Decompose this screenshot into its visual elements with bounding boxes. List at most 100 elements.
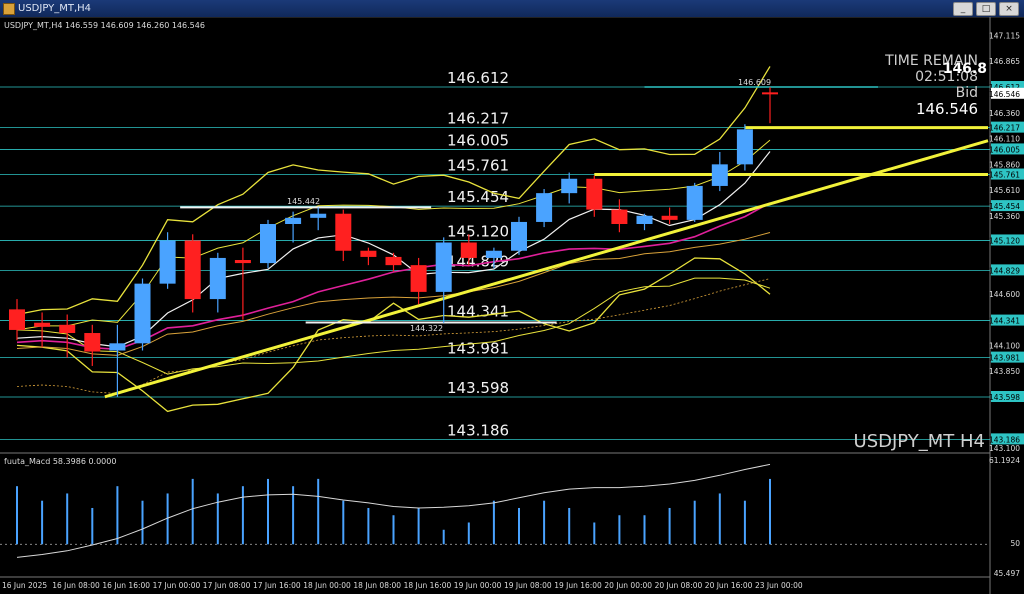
time-axis-label: 17 Jun 00:00 <box>153 581 201 590</box>
price-axis-label: 146.110 <box>989 135 1020 144</box>
time-axis-label: 18 Jun 00:00 <box>303 581 351 590</box>
price-level-label: 145.761 <box>447 157 509 175</box>
price-axis-label: 144.829 <box>989 266 1020 275</box>
candle-body <box>184 240 201 300</box>
price-axis-label: 146.612 <box>989 83 1020 92</box>
time-axis-label: 16 Jun 2025 <box>2 581 47 590</box>
candle-body <box>335 213 352 251</box>
candle-body <box>285 217 302 225</box>
price-axis-label: 143.186 <box>989 435 1020 444</box>
candle-body <box>536 193 553 222</box>
price-axis-highlight <box>991 81 1024 92</box>
price-axis-label: 145.360 <box>989 212 1020 221</box>
time-axis-label: 20 Jun 08:00 <box>655 581 703 590</box>
price-level-label: 145.454 <box>447 188 509 206</box>
price-axis-highlight <box>991 433 1024 445</box>
bid-big-value: 146.8 <box>943 61 987 77</box>
price-axis-highlight <box>991 87 1024 99</box>
candle-body <box>611 209 628 225</box>
time-axis-label: 16 Jun 16:00 <box>102 581 150 590</box>
candle-body <box>159 240 176 284</box>
price-level-label: 146.005 <box>447 131 509 149</box>
high-marker-label: 146.609 <box>738 78 771 87</box>
time-remain-value: 02:51:08 <box>915 69 978 85</box>
chart-background <box>0 17 1024 594</box>
price-axis-label: 143.981 <box>989 354 1020 363</box>
price-level-label: 146.217 <box>447 110 509 128</box>
candle-body <box>234 259 251 264</box>
swing-high-label: 145.442 <box>287 197 320 206</box>
candle-body <box>711 164 728 186</box>
chart-window-icon <box>3 3 15 15</box>
price-axis-label: 145.120 <box>989 236 1020 245</box>
price-axis-highlight <box>991 143 1024 155</box>
time-axis-label: 17 Jun 16:00 <box>253 581 301 590</box>
symbol-info: USDJPY_MT,H4 146.559 146.609 146.260 146… <box>4 21 205 30</box>
price-axis-highlight <box>991 314 1024 326</box>
candle-body <box>385 256 402 266</box>
time-remain-label: TIME REMAIN <box>884 53 978 69</box>
candle-body <box>84 333 101 352</box>
price-axis-label: 146.865 <box>989 57 1020 66</box>
ma-dotted-line <box>16 278 771 394</box>
price-axis-highlight <box>991 351 1024 363</box>
candle-body <box>586 178 603 210</box>
price-axis-label: 145.610 <box>989 186 1020 195</box>
candle-body <box>485 250 502 258</box>
close-button[interactable]: × <box>999 2 1019 16</box>
candle-body <box>34 322 51 327</box>
candle-body <box>661 215 678 220</box>
macd-axis-top: 61.1924 <box>989 456 1020 465</box>
price-chart[interactable]: 146.612 146.217 146.005 145.761 145.454 145.1… <box>0 17 1024 594</box>
candle-body <box>636 215 653 225</box>
time-axis-label: 19 Jun 08:00 <box>504 581 552 590</box>
time-axis-label: 18 Jun 08:00 <box>353 581 401 590</box>
candle-body <box>435 242 452 292</box>
macd-axis-bottom: 45.497 <box>994 569 1020 578</box>
price-axis-label: 144.600 <box>989 290 1020 299</box>
price-axis-label: 145.454 <box>989 202 1020 211</box>
restore-button[interactable]: □ <box>976 2 996 16</box>
price-axis-highlight <box>991 264 1024 276</box>
candle-body <box>260 224 276 264</box>
minimize-button[interactable]: _ <box>953 2 973 16</box>
bollinger-outer-lower-line <box>16 277 771 375</box>
price-level-label: 145.120 <box>447 222 509 240</box>
time-axis-label: 18 Jun 16:00 <box>404 581 452 590</box>
macd-axis-mid: 50 <box>1010 539 1020 548</box>
price-axis-label: 146.005 <box>989 145 1020 154</box>
time-axis-label: 17 Jun 08:00 <box>203 581 251 590</box>
bid-value: 146.546 <box>916 100 978 118</box>
price-level-label: 143.598 <box>447 379 509 397</box>
price-axis-label: 146.217 <box>989 124 1020 133</box>
price-axis-highlight <box>991 168 1024 180</box>
candle-body <box>9 309 25 330</box>
macd-signal-line <box>16 463 771 558</box>
candle-body <box>686 185 703 220</box>
price-axis-label: 146.546 <box>989 90 1020 99</box>
bollinger-lower-line <box>16 257 771 413</box>
window-title: USDJPY_MT,H4 <box>18 3 92 14</box>
window-titlebar: USDJPY_MT,H4 _ □ × <box>0 0 1024 17</box>
time-axis-label: 20 Jun 16:00 <box>705 581 753 590</box>
price-axis-highlight <box>991 234 1024 246</box>
uptrend-line <box>104 139 989 399</box>
candle-body <box>134 283 151 344</box>
candle-body <box>59 324 76 334</box>
price-axis-label: 147.115 <box>989 31 1020 40</box>
indicator-label: fuuta_Macd 58.3986 0.0000 <box>4 457 116 466</box>
price-axis-label: 144.341 <box>989 317 1020 326</box>
bid-label: Bid <box>956 85 978 101</box>
candle-body <box>310 213 327 218</box>
candle-body <box>410 265 427 292</box>
swing-low-label: 144.322 <box>410 324 443 333</box>
time-axis-label: 16 Jun 08:00 <box>52 581 100 590</box>
price-axis-highlight <box>991 121 1024 133</box>
price-axis-label: 144.100 <box>989 341 1020 350</box>
price-axis-highlight <box>991 391 1024 402</box>
candle-body <box>511 221 527 251</box>
price-level-label: 143.186 <box>447 421 509 439</box>
price-axis-label: 143.598 <box>989 393 1020 402</box>
candle-body <box>460 242 477 258</box>
price-level-label: 144.341 <box>447 303 509 321</box>
